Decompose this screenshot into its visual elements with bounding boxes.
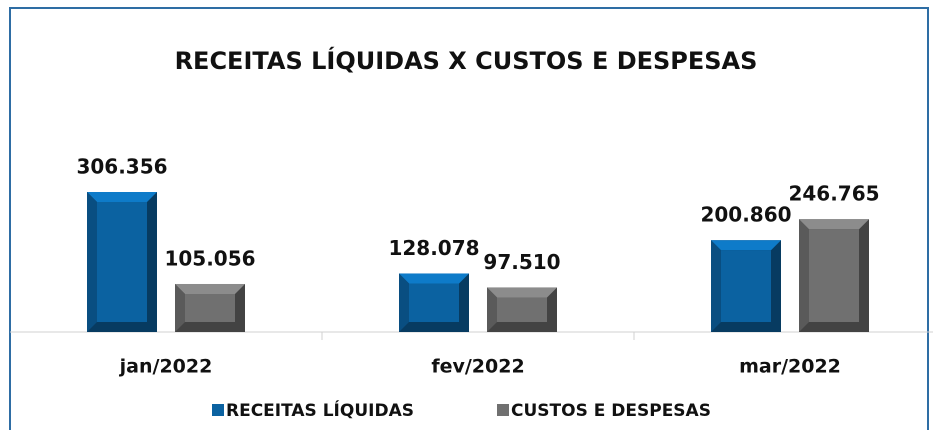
frame [9,7,929,430]
bar-bevel-top [175,283,245,294]
bar-bevel-left [87,192,97,332]
bar-bevel-left [487,287,497,332]
bar-face [809,229,859,322]
value-label: 105.056 [164,246,255,270]
value-label: 246.765 [788,182,879,206]
chart-title: RECEITAS LÍQUIDAS X CUSTOS E DESPESAS [175,46,758,75]
value-label: 97.510 [483,250,560,274]
bar-face [185,293,235,322]
bar-bevel-left [799,219,809,332]
legend-swatch [497,404,509,416]
bar-face [497,297,547,322]
bar-face [721,250,771,322]
value-label: 306.356 [76,155,167,179]
bar-bevel-top [87,192,157,202]
x-tick-label: fev/2022 [431,356,524,378]
x-tick-label: mar/2022 [739,356,841,378]
bar-face [409,283,459,322]
bar-bevel-top [711,240,781,251]
legend-swatch [212,404,224,416]
value-label: 128.078 [388,236,479,260]
bar-face [97,202,147,322]
legend-label: CUSTOS E DESPESAS [511,401,711,421]
bar-bevel-left [711,240,721,332]
value-label: 200.860 [700,203,791,227]
x-tick-label: jan/2022 [119,356,213,378]
bar-bevel-top [799,219,869,230]
bar-bevel-top [487,287,557,298]
bar-bevel-top [399,273,469,284]
bar-bevel-left [399,273,409,332]
legend-label: RECEITAS LÍQUIDAS [226,399,414,421]
bar-bevel-left [175,283,185,332]
